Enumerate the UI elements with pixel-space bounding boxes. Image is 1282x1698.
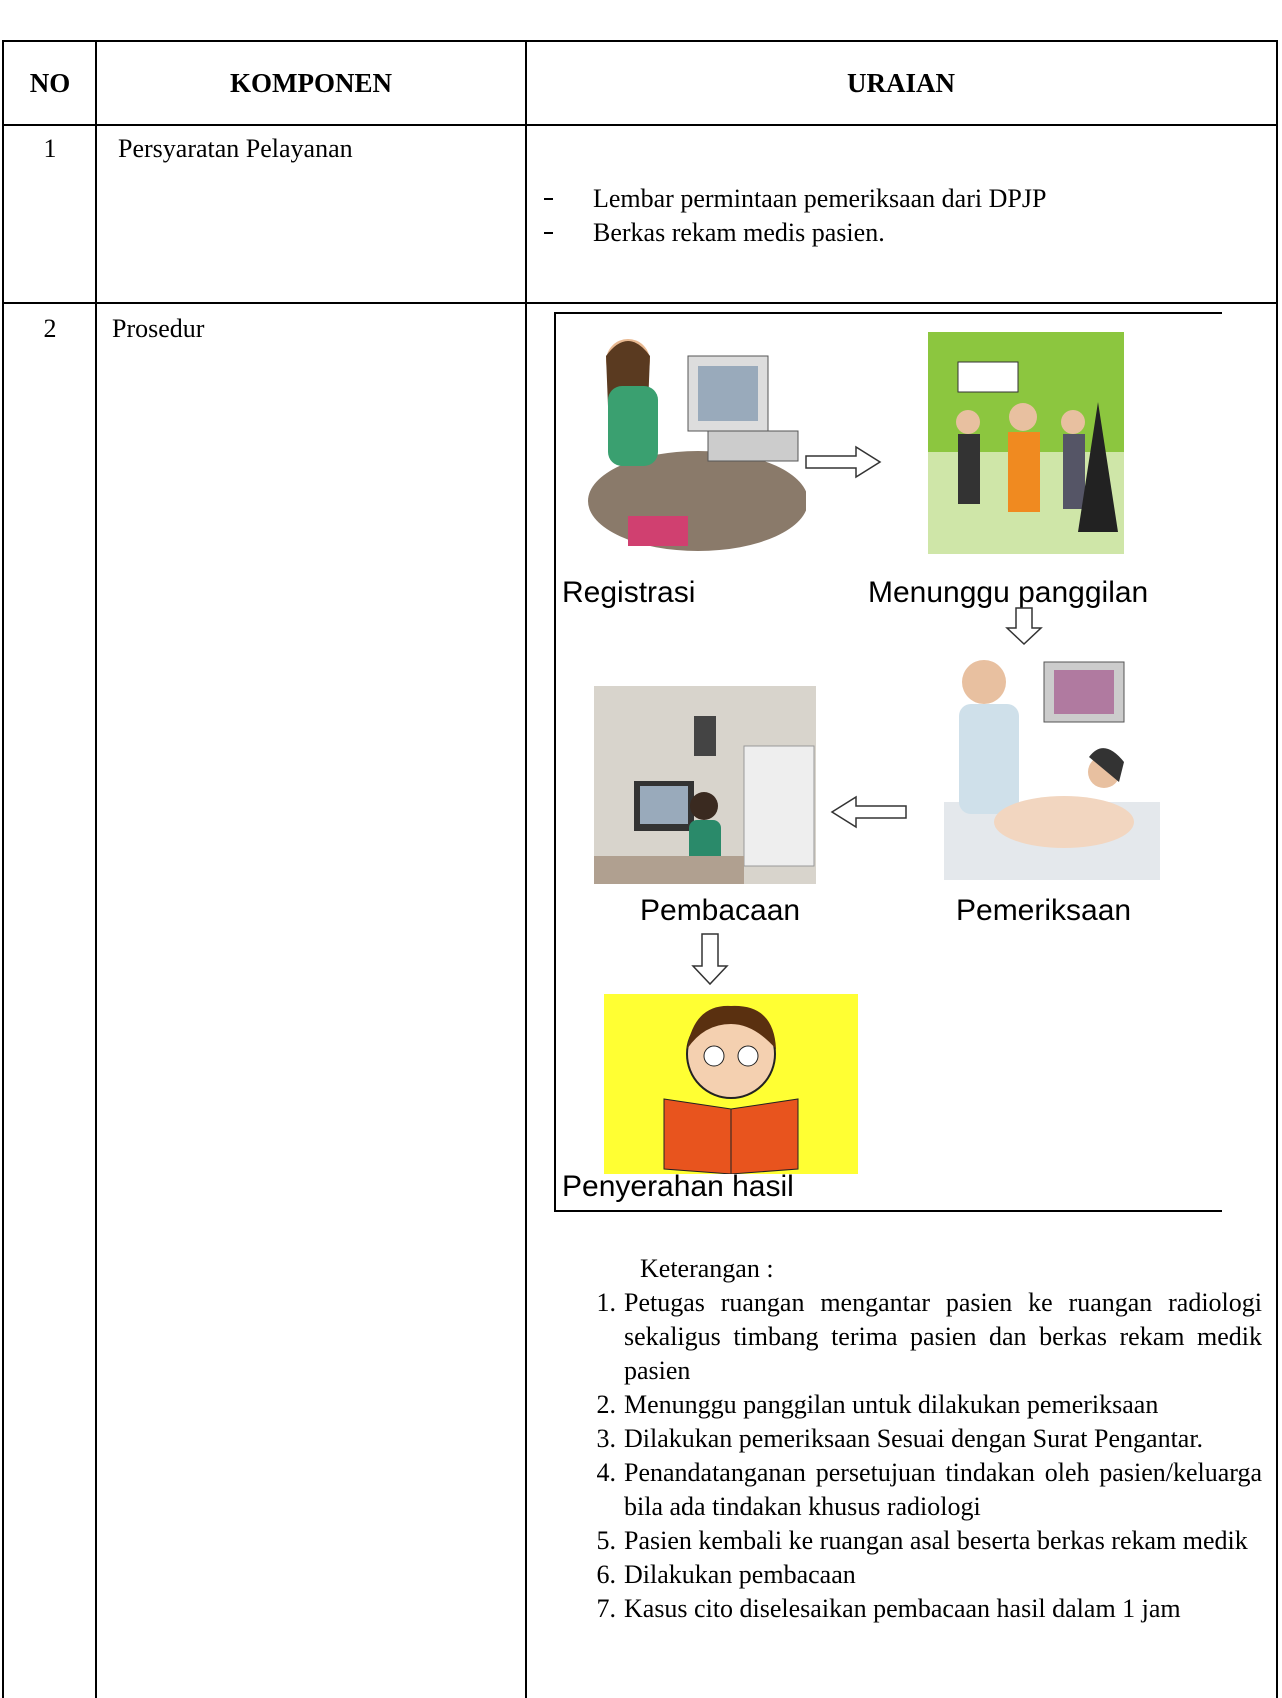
- keterangan-item: 7. Kasus cito diselesaikan pembacaan hasi…: [582, 1592, 1262, 1626]
- keterangan: Keterangan : 1. Petugas ruangan mengantar…: [582, 1252, 1263, 1626]
- uraian-item: Lembar permintaan pemeriksaan dari DPJP: [544, 182, 1046, 216]
- keterangan-item: 6. Dilakukan pembacaan: [582, 1558, 1262, 1592]
- header-no: NO: [29, 68, 71, 98]
- flow-label: Menunggu panggilan: [868, 576, 1149, 609]
- item-text: Penandatanganan persetujuan tindakan ole…: [624, 1458, 1262, 1521]
- item-number: 4.: [596, 1458, 617, 1487]
- item-text: Pasien kembali ke ruangan asal beserta b…: [624, 1526, 1248, 1555]
- flow-label: Pembacaan: [640, 894, 801, 927]
- header-uraian: URAIAN: [847, 68, 955, 98]
- flow-label: Penyerahan hasil: [562, 1170, 794, 1203]
- row-komponen: Persyaratan Pelayanan: [118, 134, 353, 163]
- keterangan-item: 5. Pasien kembali ke ruangan asal beserta…: [582, 1524, 1262, 1558]
- arrow: [805, 445, 882, 479]
- uraian-item: Berkas rekam medis pasien.: [544, 216, 1046, 250]
- item-number: 7.: [596, 1594, 617, 1623]
- row-no: 1: [43, 134, 57, 163]
- uraian-text: Lembar permintaan pemeriksaan dari DPJP: [593, 184, 1047, 213]
- keterangan-item: 2. Menunggu panggilan untuk dilakukan pem…: [582, 1388, 1262, 1422]
- keterangan-title: Keterangan :: [640, 1254, 774, 1283]
- keterangan-item: 4. Penandatanganan persetujuan tindakan o…: [582, 1456, 1263, 1524]
- keterangan-item: 1. Petugas ruangan mengantar pasien ke ru…: [582, 1286, 1263, 1388]
- table: NO KOMPONEN URAIAN 1 Persyaratan Pelayan…: [2, 40, 1278, 1698]
- arrow: [691, 933, 729, 986]
- flow-label: Pemeriksaan: [956, 894, 1132, 927]
- flow-diagram: Registrasi Menunggu panggilan: [554, 312, 1222, 1212]
- uraian-text: Berkas rekam medis pasien.: [593, 218, 885, 247]
- flow-label: Registrasi: [562, 576, 696, 609]
- row-no: 2: [43, 314, 57, 343]
- picture: [594, 686, 816, 884]
- item-number: 3.: [596, 1424, 617, 1453]
- item-number: 2.: [596, 1390, 617, 1419]
- item-number: 5.: [596, 1526, 617, 1555]
- arrow: [1005, 607, 1043, 646]
- item-text: Petugas ruangan mengantar pasien ke ruan…: [624, 1288, 1262, 1385]
- picture: [604, 994, 858, 1174]
- item-text: Dilakukan pembacaan: [624, 1560, 856, 1589]
- keterangan-item: 3. Dilakukan pemeriksaan Sesuai dengan Su…: [582, 1422, 1262, 1456]
- picture: [928, 332, 1124, 554]
- item-text: Dilakukan pemeriksaan Sesuai dengan Sura…: [624, 1424, 1204, 1453]
- item-text: Menunggu panggilan untuk dilakukan pemer…: [624, 1390, 1159, 1419]
- picture: [588, 339, 806, 551]
- item-text: Kasus cito diselesaikan pembacaan hasil …: [624, 1594, 1181, 1623]
- item-number: 1.: [596, 1288, 617, 1317]
- arrow: [830, 795, 907, 829]
- uraian-list: Lembar permintaan pemeriksaan dari DPJP …: [544, 182, 1046, 250]
- row-komponen: Prosedur: [112, 314, 205, 343]
- item-number: 6.: [596, 1560, 617, 1589]
- picture: [944, 660, 1160, 880]
- header-komponen: KOMPONEN: [230, 68, 392, 98]
- keterangan-list: 1. Petugas ruangan mengantar pasien ke ru…: [582, 1286, 1263, 1626]
